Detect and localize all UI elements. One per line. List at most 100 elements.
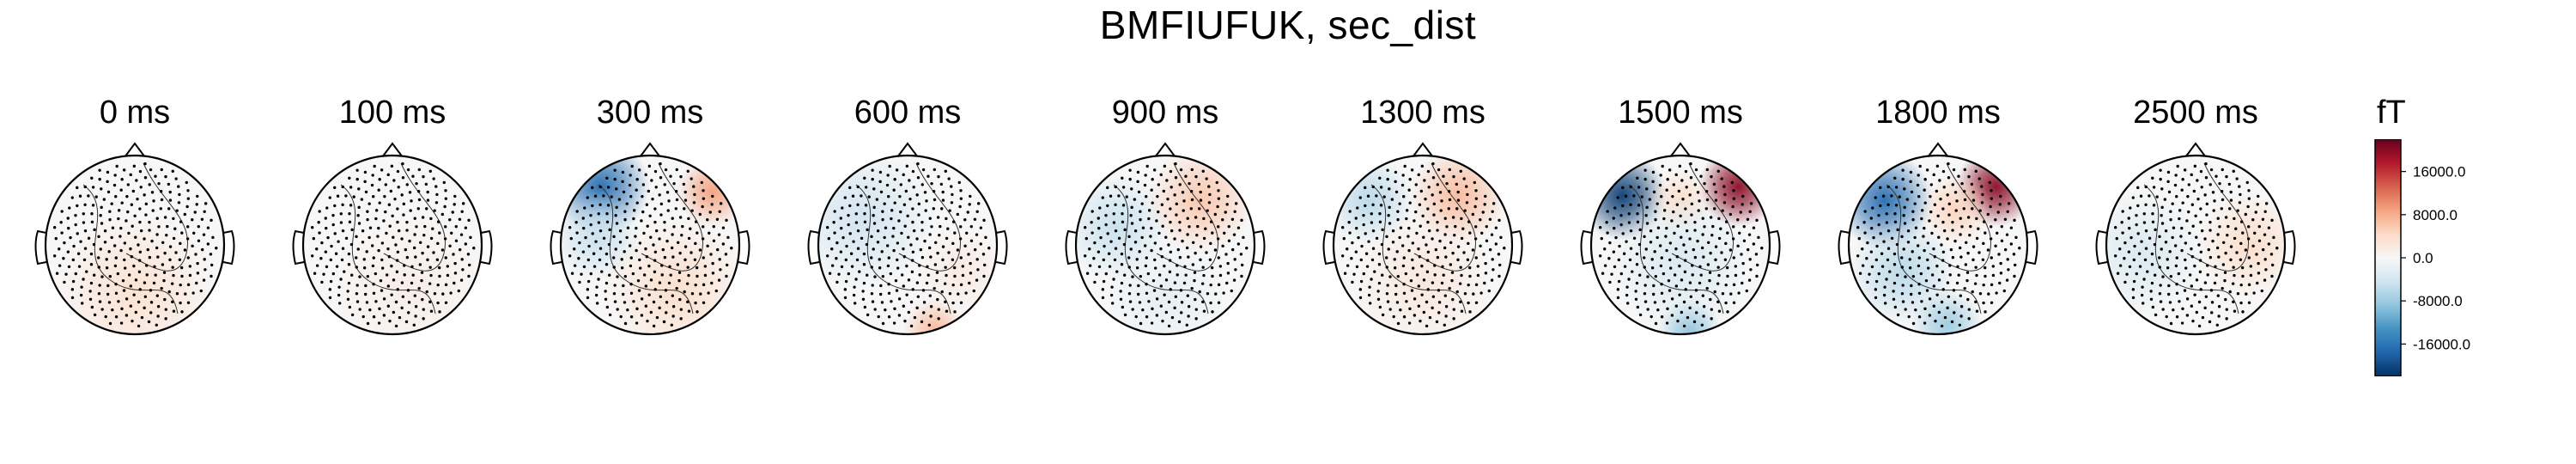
sensor-dot <box>1996 211 2000 214</box>
sensor-dot <box>605 252 609 256</box>
sensor-dot <box>382 297 386 301</box>
sensor-dot <box>2199 250 2203 253</box>
sensor-dot <box>357 187 361 191</box>
sensor-dot <box>1445 225 1449 229</box>
sensor-dot <box>2135 213 2138 217</box>
sensor-dot <box>1656 235 1659 240</box>
sensor-dot <box>414 255 417 259</box>
sensor-dot <box>1971 207 1974 211</box>
sensor-dot <box>630 164 634 168</box>
sensor-dot <box>134 235 137 239</box>
sensor-dot <box>1680 179 1684 182</box>
sensor-dot <box>1352 272 1356 276</box>
sensor-dot <box>634 235 637 238</box>
sensor-dot <box>1681 197 1685 201</box>
sensor-dot <box>1741 203 1744 206</box>
sensor-dot <box>1653 301 1657 304</box>
sensor-dot <box>1675 203 1680 206</box>
sensor-dot <box>179 241 182 246</box>
sensor-dot <box>1130 222 1134 225</box>
sensor-dot <box>839 217 842 220</box>
sensor-dot <box>2153 242 2157 247</box>
sensor-dot <box>1224 211 1227 214</box>
sensor-dot <box>1666 178 1669 181</box>
sensor-dot <box>1629 229 1633 233</box>
sensor-dot <box>1617 279 1621 284</box>
sensor-dot <box>377 248 380 253</box>
sensor-dot <box>1953 239 1957 243</box>
sensor-dot <box>1236 226 1241 229</box>
sensor-dot <box>429 217 433 221</box>
sensor-dot <box>460 258 464 261</box>
sensor-dot <box>1364 186 1367 190</box>
sensor-dot <box>87 236 91 240</box>
sensor-dot <box>710 203 714 206</box>
sensor-dot <box>841 206 844 210</box>
sensor-dot <box>1136 180 1139 184</box>
sensor-dot <box>2203 237 2207 241</box>
sensor-dot <box>1900 235 1904 239</box>
sensor-dot <box>91 204 95 207</box>
sensor-dot <box>1151 201 1154 205</box>
sensor-dot <box>1448 286 1451 290</box>
sensor-dot <box>2263 210 2267 213</box>
sensor-dot <box>1226 272 1230 275</box>
sensor-dot <box>453 261 457 266</box>
sensor-dot <box>1381 228 1384 232</box>
sensor-dot <box>1694 289 1698 292</box>
sensor-dot <box>1698 199 1701 203</box>
sensor-dot <box>1191 263 1195 266</box>
sensor-dot <box>2247 189 2251 192</box>
sensor-dot <box>1185 323 1189 327</box>
sensor-dot <box>1182 209 1185 212</box>
sensor-dot <box>909 300 914 304</box>
sensor-dot <box>1700 323 1704 327</box>
sensor-dot <box>467 263 471 267</box>
sensor-dot <box>658 193 661 197</box>
sensor-dot <box>1499 235 1503 240</box>
sensor-dot <box>1394 180 1397 184</box>
sensor-dot <box>1378 176 1382 180</box>
sensor-dot <box>1688 281 1692 284</box>
sensor-dot <box>925 199 928 203</box>
sensor-dot <box>1942 229 1947 233</box>
sensor-dot <box>608 313 612 317</box>
sensor-dot <box>106 292 110 296</box>
sensor-dot <box>1346 247 1349 251</box>
sensor-dot <box>140 315 144 320</box>
sensor-dot <box>425 207 428 211</box>
sensor-dot <box>1420 164 1425 168</box>
sensor-dot <box>1421 214 1425 217</box>
sensor-dot <box>881 321 885 326</box>
sensor-dot <box>2129 235 2133 240</box>
sensor-dot <box>1490 278 1494 282</box>
sensor-dot <box>372 315 376 319</box>
sensor-dot <box>1693 183 1697 186</box>
sensor-dot <box>2180 248 2184 253</box>
sensor-dot <box>597 221 601 224</box>
sensor-dot <box>1612 250 1616 253</box>
sensor-dot <box>1741 194 1745 198</box>
sensor-dot <box>929 305 933 308</box>
sensor-dot <box>2123 241 2127 245</box>
sensor-dot <box>655 315 659 320</box>
sensor-dot <box>1494 226 1498 229</box>
sensor-dot <box>1869 250 1874 253</box>
sensor-dot <box>2204 162 2208 166</box>
sensor-dot <box>2229 198 2233 202</box>
sensor-dot <box>461 202 465 205</box>
sensor-dot <box>606 186 611 189</box>
sensor-dot <box>2211 239 2215 243</box>
sensor-dot <box>170 282 174 285</box>
sensor-dot <box>982 218 986 223</box>
sensor-dot <box>1436 220 1439 224</box>
sensor-dot <box>341 229 345 233</box>
sensor-dot <box>389 189 393 193</box>
sensor-dot <box>904 189 908 193</box>
sensor-dot <box>897 219 901 223</box>
sensor-dot <box>1427 186 1431 189</box>
sensor-dot <box>1616 196 1619 199</box>
sensor-dot <box>1904 275 1907 278</box>
sensor-dot <box>920 320 924 324</box>
sensor-dot <box>1710 174 1713 179</box>
